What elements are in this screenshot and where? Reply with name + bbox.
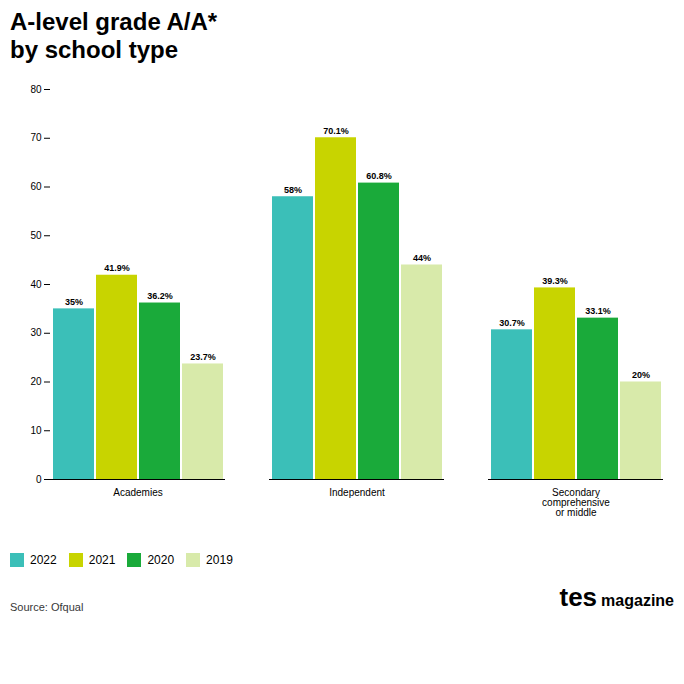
svg-text:10: 10: [30, 425, 42, 436]
svg-text:58%: 58%: [284, 185, 302, 195]
html-text:Source: Ofqual: Source: Ofqual: [10, 601, 84, 614]
svg-text:44%: 44%: [413, 253, 431, 263]
svg-text:60: 60: [30, 181, 42, 192]
svg-text:20%: 20%: [632, 370, 650, 380]
svg-text:Secondarycomprehensiveor middl: Secondarycomprehensiveor middle: [542, 487, 610, 518]
svg-text:30.7%: 30.7%: [499, 318, 525, 328]
svg-text:60.8%: 60.8%: [366, 171, 392, 181]
svg-text:20: 20: [30, 376, 42, 387]
svg-text:41.9%: 41.9%: [104, 263, 130, 273]
svg-text:70: 70: [30, 133, 42, 144]
html-text:2021: 2021: [88, 552, 116, 567]
svg-text:70.1%: 70.1%: [323, 126, 349, 136]
svg-text:40: 40: [30, 279, 42, 290]
svg-text:39.3%: 39.3%: [542, 276, 568, 286]
html-text:2022: 2022: [30, 552, 57, 567]
svg-text:Academies: Academies: [113, 487, 162, 498]
svg-text:36.2%: 36.2%: [147, 291, 173, 301]
svg-text:50: 50: [30, 230, 42, 241]
svg-text:35%: 35%: [65, 297, 83, 307]
svg-text:30: 30: [30, 328, 42, 339]
html-text:A-level grade A/A* by school t: A-level grade A/A* by school type: [10, 8, 218, 63]
html-text:2020: 2020: [147, 552, 175, 567]
svg-text:80: 80: [30, 84, 42, 95]
html-text:2019: 2019: [206, 552, 233, 567]
svg-text:33.1%: 33.1%: [585, 306, 611, 316]
html-text:tesmagazine: tesmagazine: [559, 582, 674, 613]
svg-text:Independent: Independent: [329, 487, 385, 498]
svg-text:0: 0: [36, 474, 42, 485]
svg-text:23.7%: 23.7%: [190, 352, 216, 362]
